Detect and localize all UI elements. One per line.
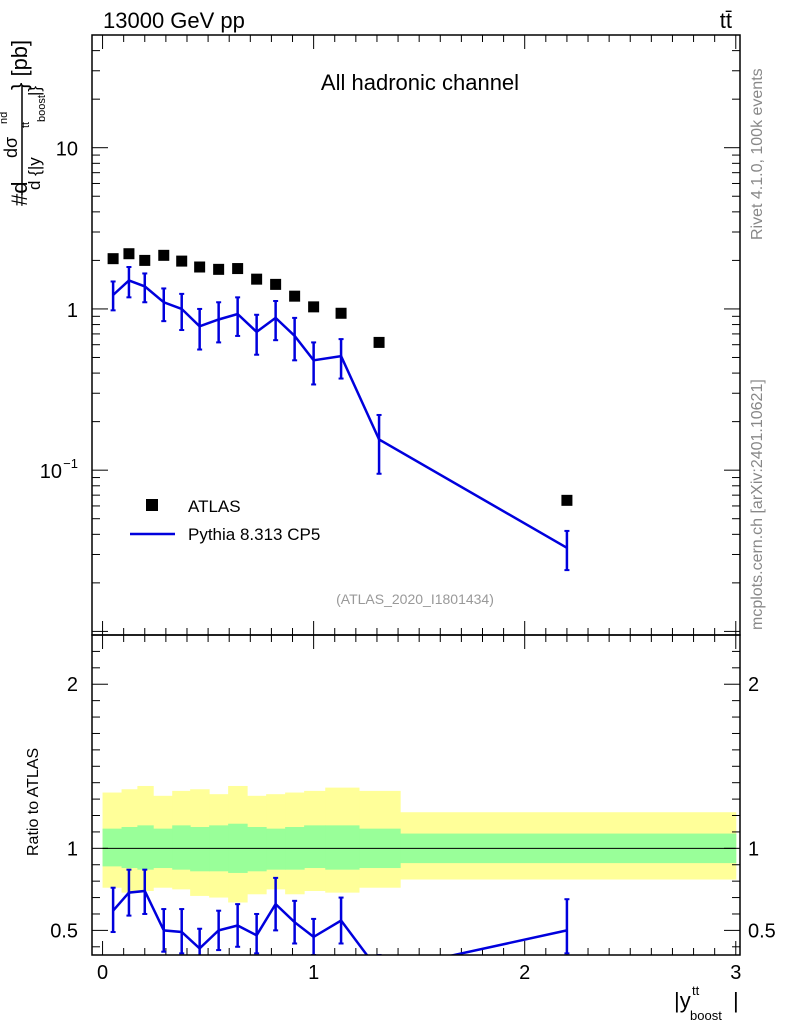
xlabel-sup: tt: [692, 983, 700, 998]
ratio-inner-band: [266, 828, 286, 870]
main-y-tick-label: 10: [40, 461, 62, 483]
atlas-data-point: [123, 248, 135, 260]
atlas-data-point: [213, 263, 225, 275]
atlas-data-point: [289, 290, 301, 302]
main-frame: [91, 34, 741, 636]
ylabel-denominator-sub: boost: [36, 95, 48, 122]
atlas-data-point: [335, 307, 347, 319]
atlas-data-point: [232, 263, 244, 275]
x-tick-label: 3: [730, 962, 741, 984]
mcplots-label: mcplots.cern.ch [arXiv:2401.10621]: [749, 379, 766, 630]
ratio-y-tick-label-left: 2: [67, 674, 78, 696]
xlabel-sub: boost: [690, 1008, 722, 1023]
xlabel-end: |: [733, 988, 739, 1013]
ratio-inner-band: [304, 825, 326, 869]
ylabel-denominator: d {|y: [25, 157, 44, 190]
ratio-y-tick-label-left: 1: [67, 838, 78, 860]
atlas-data-point: [251, 273, 263, 285]
x-tick-label: 2: [519, 962, 530, 984]
main-y-tick-label: 10: [56, 139, 78, 161]
atlas-data-point: [373, 336, 385, 348]
x-tick-label: 0: [97, 962, 108, 984]
atlas-data-point: [194, 261, 206, 273]
main-y-tick-label: 1: [67, 300, 78, 322]
main-ylabel: #d dσ nd d {|y tt boost |} } [pb]: [0, 40, 48, 206]
atlas-data-point: [308, 301, 320, 313]
ratio-series: [110, 868, 570, 955]
ratio-y-tick-label-left: 0.5: [50, 920, 78, 942]
ratio-inner-band: [172, 825, 191, 870]
ratio-uncertainty-bands: [102, 785, 737, 903]
analysis-id: (ATLAS_2020_I1801434): [336, 591, 494, 607]
atlas-data-point: [176, 255, 188, 267]
atlas-data-point: [139, 254, 151, 266]
legend-data-label: ATLAS: [188, 497, 241, 516]
ratio-plot-panel: 0.5 0.5 1 1 2 2 0 1 2 3 Ratio to ATLAS: [25, 634, 776, 984]
ratio-frame: [91, 634, 741, 956]
ratio-ylabel: Ratio to ATLAS: [25, 748, 42, 856]
rivet-label: Rivet 4.1.0, 100k events: [749, 68, 766, 240]
ratio-inner-band: [325, 825, 360, 870]
main-y-tick-exponent: −1: [63, 456, 78, 471]
ratio-y-tick-label-right: 1: [748, 838, 759, 860]
ratio-y-tick-label-right: 0.5: [748, 920, 776, 942]
ratio-inner-band: [190, 827, 210, 872]
legend: ATLAS Pythia 8.313 CP5: [130, 497, 320, 544]
ratio-y-tick-label-right: 2: [748, 674, 759, 696]
xlabel-main: |y: [674, 988, 691, 1013]
ratio-inner-band: [137, 825, 154, 870]
main-series: [107, 248, 573, 572]
ylabel-denominator-close: |}: [25, 86, 44, 96]
ratio-inner-band: [247, 827, 267, 872]
legend-data-marker: [146, 499, 158, 511]
atlas-data-point: [270, 278, 282, 290]
x-tick-label: 1: [308, 962, 319, 984]
ylabel-unit: } [pb]: [7, 40, 32, 90]
energy-label: 13000 GeV pp: [103, 8, 245, 33]
atlas-data-point: [561, 494, 573, 506]
atlas-data-point: [158, 249, 170, 261]
ratio-inner-band: [102, 828, 123, 867]
ratio-tick-labels: 0.5 0.5 1 1 2 2 0 1 2 3: [50, 674, 776, 984]
ratio-line: [112, 889, 568, 955]
ylabel-numerator: dσ: [1, 137, 21, 158]
process-label: tt̄: [720, 8, 732, 33]
xaxis-label: |y tt boost |: [674, 983, 739, 1023]
ylabel-hash-d: #d: [7, 182, 32, 206]
atlas-data-point: [107, 253, 119, 265]
ylabel-numerator-sup: nd: [0, 112, 10, 124]
ylabel-denominator-sup: tt: [20, 122, 32, 128]
ratio-inner-band: [121, 827, 138, 869]
main-axis-ticks: [92, 34, 740, 635]
mc-line: [112, 279, 568, 549]
legend-mc-label: Pythia 8.313 CP5: [188, 525, 320, 544]
panel-title: All hadronic channel: [321, 70, 519, 95]
